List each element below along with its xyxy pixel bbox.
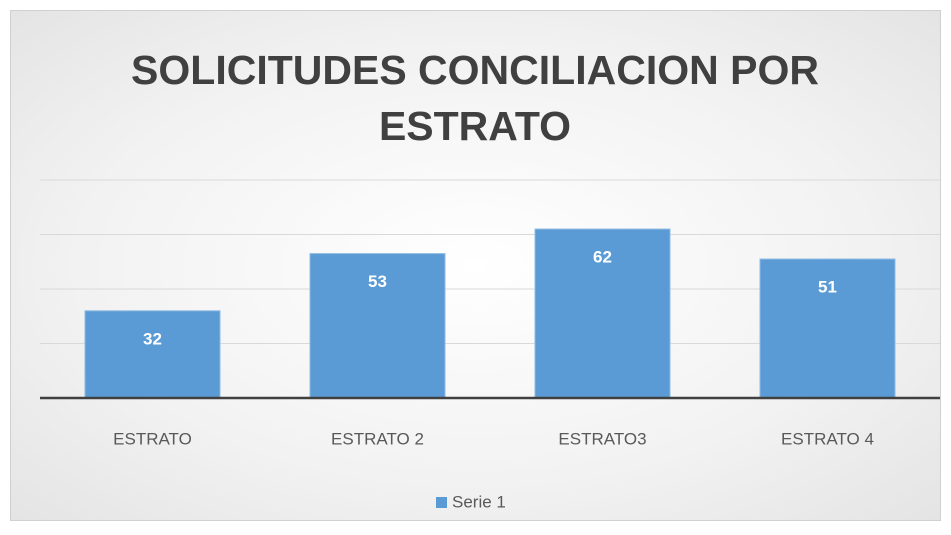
bar (84, 310, 221, 399)
data-label: 53 (368, 272, 387, 291)
bar (309, 253, 446, 399)
data-label: 62 (593, 248, 612, 267)
data-label: 51 (818, 278, 837, 297)
x-tick-label: ESTRATO 2 (331, 429, 424, 448)
x-tick-label: ESTRATO (113, 429, 192, 448)
bar (759, 258, 896, 399)
data-label: 32 (143, 329, 162, 348)
chart-title: SOLICITUDES CONCILIACION POR ESTRATO (131, 47, 819, 149)
x-tick-label: ESTRATO 4 (781, 429, 874, 448)
bar (534, 228, 671, 399)
legend-label: Serie 1 (452, 492, 506, 511)
x-tick-label: ESTRATO3 (558, 429, 646, 448)
legend-swatch (436, 497, 447, 508)
